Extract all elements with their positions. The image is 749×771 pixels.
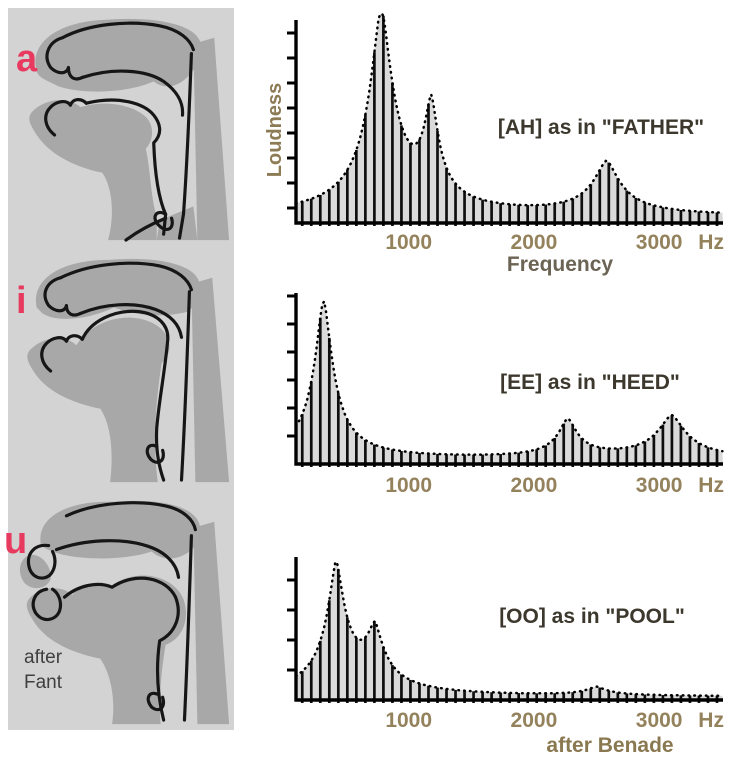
lips-outline	[45, 36, 84, 81]
vowel-label-a: a	[16, 38, 38, 80]
x-tick-label: 3000	[636, 231, 683, 254]
head-outline	[64, 501, 197, 532]
tongue-outline	[62, 576, 180, 722]
chart-ee: 1000 2000 3000 Hz [EE] as in "HEED"	[287, 293, 724, 497]
chart-ah: 1000 2000 3000 Hz [AH] as in "FATHER" Frequen…	[264, 12, 724, 276]
lips-outline	[43, 276, 82, 317]
vocal-tract-diagram-a	[29, 18, 230, 242]
axes	[294, 293, 723, 466]
jaw-tongue-shape	[27, 317, 170, 483]
x-unit-label: Hz	[698, 474, 724, 497]
x-unit-label: Hz	[698, 231, 724, 254]
pharynx-outline	[182, 534, 193, 722]
x-axis-label: Frequency	[507, 253, 614, 276]
vowel-label-i: i	[16, 280, 27, 322]
x-tick-label: 2000	[511, 474, 558, 497]
chart-credit: after Benade	[546, 734, 673, 757]
spine-shape	[193, 37, 230, 241]
panel-credit-line1: after	[24, 647, 63, 668]
chart-oo: 1000 2000 3000 Hz [OO] as in "POOL" after Ben…	[287, 557, 724, 757]
chart-title: [EE] as in "HEED"	[500, 371, 680, 394]
tongue-outline	[84, 98, 168, 236]
spectrum-envelope	[294, 298, 724, 456]
palate-outline	[78, 303, 184, 339]
lips-outline	[26, 543, 57, 580]
spectrum-envelope	[294, 12, 724, 214]
larynx-outline	[146, 691, 165, 712]
axes	[294, 557, 723, 702]
palate-outline	[54, 539, 181, 579]
vocal-tract-diagram-i	[27, 258, 230, 483]
larynx-outline	[153, 210, 174, 231]
throat-floor-outline	[124, 216, 168, 242]
x-tick-label: 2000	[511, 709, 558, 732]
x-tick-label: 1000	[385, 709, 432, 732]
x-unit-label: Hz	[698, 709, 724, 732]
y-axis-label: Loudness	[264, 83, 286, 177]
spine-shape	[191, 277, 230, 483]
x-tick-label: 3000	[636, 709, 683, 732]
head-outline	[58, 261, 193, 292]
anatomy-panel	[8, 8, 234, 730]
spectrum-area	[296, 561, 723, 700]
x-tick-label: 1000	[385, 474, 432, 497]
jaw-tongue-shape	[26, 575, 186, 725]
x-tick-label: 2000	[511, 231, 558, 254]
tongue-outline	[80, 309, 170, 482]
lower-lip-outline	[40, 334, 84, 373]
lower-lip-outline	[44, 98, 88, 137]
jaw-tongue-shape	[29, 100, 157, 241]
chart-title: [OO] as in "POOL"	[499, 605, 685, 628]
pharynx-outline	[177, 52, 193, 240]
chart-title: [AH] as in "FATHER"	[498, 116, 704, 139]
larynx-outline	[145, 443, 165, 464]
panel-credit-line2: Fant	[24, 671, 63, 693]
head-outline	[60, 21, 195, 52]
spine-shape	[193, 521, 230, 725]
neck-shape	[156, 206, 198, 241]
skull-shape	[35, 258, 201, 319]
x-tick-label: 1000	[385, 231, 432, 254]
x-tick-label: 3000	[636, 474, 683, 497]
pharynx-outline	[179, 290, 192, 482]
skull-shape	[35, 18, 202, 92]
panel-credit: after Fant	[24, 646, 62, 695]
axes	[294, 20, 723, 225]
vowel-label-u: u	[4, 520, 28, 562]
lower-lip-outline	[31, 587, 63, 622]
vocal-tract-diagram-u	[19, 500, 230, 725]
palate-outline	[80, 69, 185, 117]
